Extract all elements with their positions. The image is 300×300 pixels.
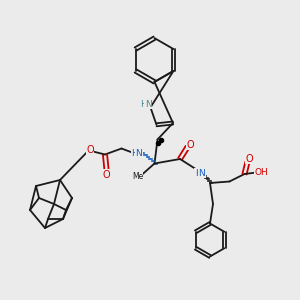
Text: O: O — [103, 170, 110, 180]
Text: H: H — [140, 100, 147, 109]
Text: N: N — [199, 169, 205, 178]
Text: H: H — [132, 148, 138, 158]
Text: OH: OH — [254, 168, 268, 177]
Text: N: N — [145, 100, 152, 109]
Text: Me: Me — [132, 172, 143, 181]
Text: O: O — [245, 154, 253, 164]
Text: H: H — [195, 169, 201, 178]
Text: N: N — [136, 148, 142, 158]
Text: O: O — [86, 145, 94, 155]
Text: O: O — [186, 140, 194, 150]
